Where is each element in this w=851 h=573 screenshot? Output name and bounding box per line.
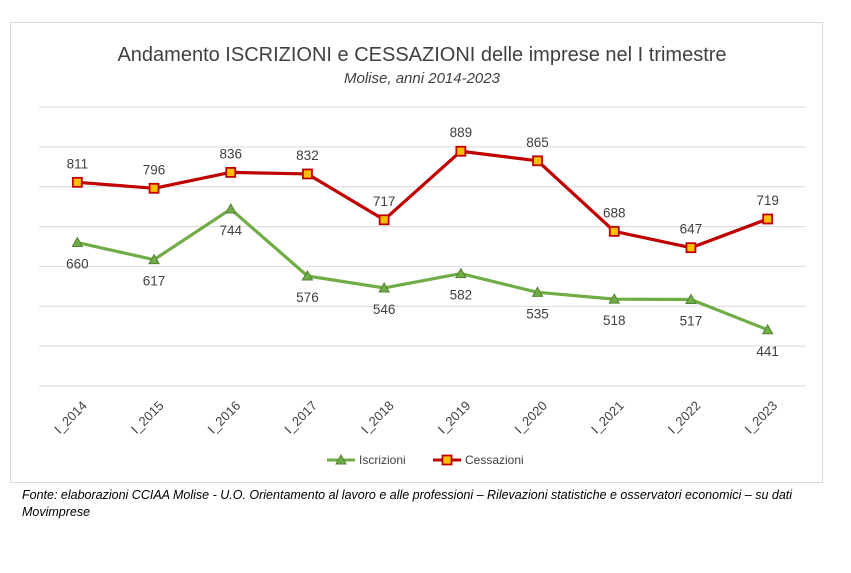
marker-triangle	[761, 323, 774, 335]
legend-marker-square	[441, 454, 453, 466]
x-tick-label: I_2023	[741, 398, 780, 437]
marker-square	[762, 213, 774, 225]
marker-square	[532, 155, 543, 167]
data-label: 535	[526, 306, 549, 321]
x-tick-label: I_2018	[358, 398, 397, 437]
series-line-cessazioni	[77, 149, 769, 250]
data-label: 647	[680, 222, 703, 237]
marker-triangle	[148, 253, 160, 265]
data-label: 576	[296, 290, 319, 305]
data-label: 865	[526, 135, 549, 150]
marker-square	[378, 214, 390, 226]
data-label: 517	[680, 314, 703, 329]
data-label: 617	[143, 274, 166, 289]
line-chart: Andamento ISCRIZIONI e CESSAZIONI delle …	[39, 44, 806, 467]
marker-square	[302, 168, 313, 180]
data-label: 518	[603, 313, 626, 328]
x-axis-ticks: I_2014 I_2015 I_2016 I_2017 I_2018 I_2019 I_20…	[51, 398, 780, 437]
data-label: 796	[143, 162, 166, 177]
data-label: 441	[756, 344, 779, 359]
data-label: 660	[66, 257, 89, 272]
marker-triangle	[301, 269, 314, 281]
x-tick-label: I_2016	[205, 398, 244, 437]
chart-title: Andamento ISCRIZIONI e CESSAZIONI delle …	[117, 44, 726, 66]
marker-square	[608, 225, 620, 237]
x-tick-label: I_2019	[435, 398, 474, 437]
source-note: Fonte: elaborazioni CCIAA Molise - U.O. …	[22, 488, 793, 519]
legend-label: Iscrizioni	[359, 453, 406, 467]
data-label: 744	[219, 223, 242, 238]
marker-triangle	[531, 286, 544, 297]
x-tick-label: I_2021	[588, 398, 627, 437]
data-label: 546	[373, 302, 396, 317]
x-tick-label: I_2017	[281, 398, 320, 437]
marker-square	[148, 182, 160, 194]
data-label: 719	[756, 193, 779, 208]
marker-triangle	[224, 203, 237, 214]
data-label: 582	[450, 288, 473, 303]
x-tick-label: I_2022	[665, 398, 704, 437]
x-tick-label: I_2020	[511, 398, 550, 437]
chart-area: Andamento ISCRIZIONI e CESSAZIONI delle …	[10, 22, 823, 483]
marker-triangle	[685, 293, 697, 305]
data-label: 717	[373, 194, 396, 209]
x-tick-label: I_2015	[128, 398, 167, 437]
legend-marker-triangle	[335, 453, 347, 465]
data-label: 836	[219, 146, 242, 161]
marker-triangle	[71, 236, 84, 248]
data-label: 811	[67, 156, 89, 171]
marker-triangle	[378, 281, 390, 293]
marker-triangle	[608, 293, 621, 304]
marker-square	[455, 145, 467, 157]
data-labels: 660 617 744 576 546 582 535 518 517 441 811 796 836 8…	[66, 125, 779, 359]
legend: Iscrizioni Cessazioni	[327, 453, 524, 467]
marker-square	[225, 166, 237, 178]
data-label: 832	[296, 148, 319, 163]
data-label: 889	[450, 125, 473, 140]
series-line-iscrizioni	[77, 207, 769, 332]
chart-subtitle: Molise, anni 2014-2023	[344, 70, 501, 87]
marker-square	[685, 242, 697, 254]
marker-triangle	[455, 267, 467, 279]
x-tick-label: I_2014	[51, 398, 90, 437]
data-label: 688	[603, 205, 626, 220]
series-lines	[77, 149, 769, 332]
marker-square	[71, 176, 83, 188]
legend-label: Cessazioni	[465, 453, 524, 467]
series-markers	[71, 145, 774, 335]
